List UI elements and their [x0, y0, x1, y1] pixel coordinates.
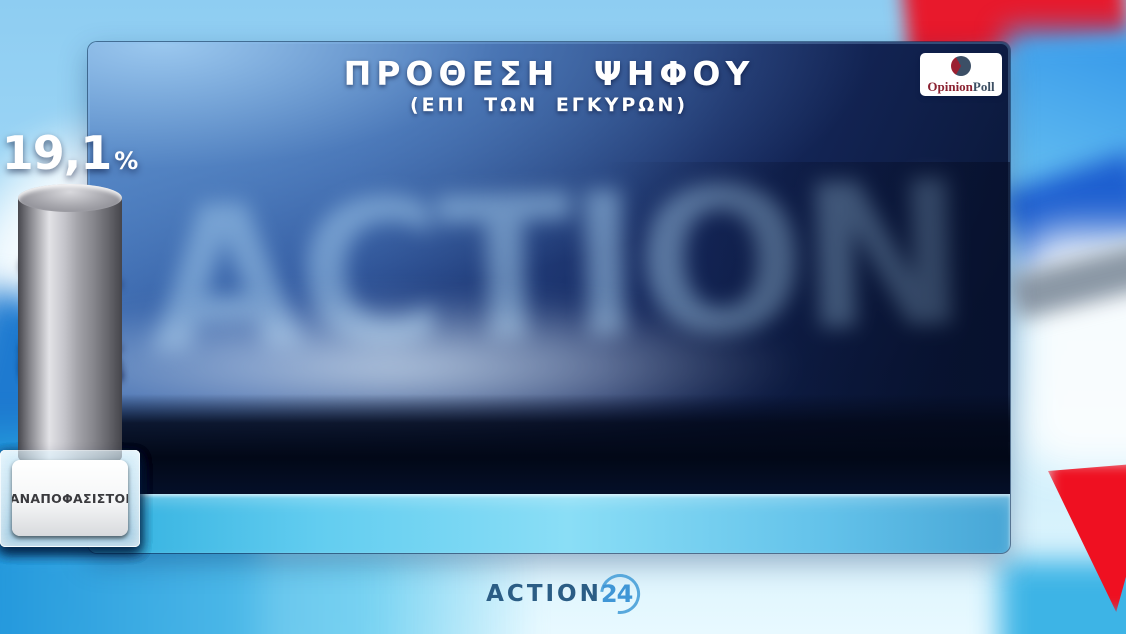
action24-brand-text: ACTION: [486, 581, 602, 607]
bg-red-shard-bottom-right: [1048, 462, 1126, 612]
chart-floor: [88, 394, 1010, 497]
chart-title: ΠΡΟΘΕΣΗ ΨΗΦΟΥ: [343, 54, 755, 93]
party-label-anapofasistoi: ΑΝΑΠΟΦΑΣΙΣΤΟΙ: [12, 490, 128, 506]
chart-subtitle: (ΕΠΙ ΤΩΝ ΕΓΚΥΡΩΝ): [409, 94, 689, 116]
opinionpoll-logo-icon: [951, 56, 971, 76]
bar-cylinder-anapofasistoi: [18, 184, 122, 470]
bg-gray-shard-right: [1008, 240, 1126, 320]
panel-cyan-band: [88, 494, 1010, 553]
action24-circle: 24: [591, 565, 648, 623]
party-card-anapofasistoi: ΑΝΑΠΟΦΑΣΙΣΤΟΙ: [0, 450, 140, 547]
bg-white-glow-right: [1020, 230, 1126, 470]
bg-blue-shard-right: [1005, 30, 1126, 210]
action24-logo: ACTION 24: [486, 565, 648, 623]
chart-panel: ACTION ΠΡΟΘΕΣΗ ΨΗΦΟΥ (ΕΠΙ ΤΩΝ ΕΓΚΥΡΩΝ) O…: [88, 42, 1010, 553]
bar-column-anapofasistoi: 19,1% ΑΝΑΠΟΦΑΣΙΣΤΟΙ: [0, 0, 140, 634]
opinionpoll-badge: OpinionPoll: [920, 53, 1002, 96]
percent-label: 19,1%: [1, 126, 139, 181]
bg-cyan-shard-bottom-right: [1000, 560, 1126, 634]
bg-blue-shard-mid-right: [999, 150, 1126, 280]
opinionpoll-brand-text: OpinionPoll: [927, 79, 995, 94]
